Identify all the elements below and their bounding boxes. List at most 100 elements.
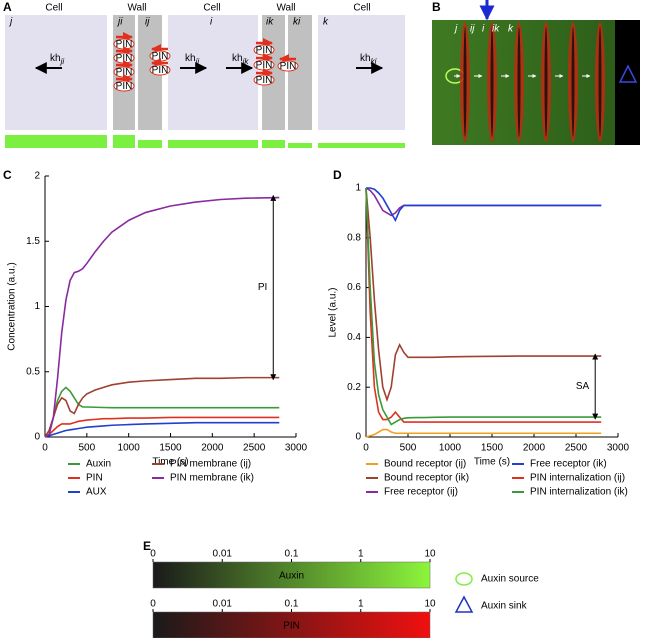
rate-label: khik (232, 53, 249, 66)
x-tick-label: 1500 (481, 443, 504, 454)
annotation-label: PI (258, 282, 267, 293)
rate-label: khki (360, 53, 377, 66)
compartment-label: k (508, 24, 514, 35)
x-tick-label: 3000 (285, 443, 308, 454)
legend-label: Auxin source (481, 574, 539, 585)
series-line (44, 386, 280, 438)
x-axis-label: Time (s) (152, 457, 188, 468)
pin-icon (149, 64, 171, 76)
x-axis-label: Time (s) (474, 457, 510, 468)
y-tick-label: 0 (34, 432, 40, 443)
compartment-label: ik (492, 24, 500, 35)
pin-label: PIN (116, 81, 133, 92)
level-bar (288, 143, 312, 148)
x-tick-label: 2000 (523, 443, 546, 454)
legend-label: PIN (86, 473, 103, 484)
pin-label: PIN (116, 39, 133, 50)
rate-sub: ik (243, 57, 250, 66)
pin-label: PIN (256, 75, 273, 86)
compartment-label: i (210, 17, 213, 28)
y-tick-label: 1 (34, 301, 40, 312)
compartment-label: ij (145, 17, 150, 28)
x-tick-label: 3000 (607, 443, 630, 454)
legend-label: Bound receptor (ij) (384, 459, 466, 470)
series-line (366, 187, 602, 223)
level-bar (138, 140, 162, 148)
colorbar (152, 611, 431, 638)
colorbar-tick-label: 0 (150, 599, 156, 610)
cell-wall-core (490, 27, 494, 137)
legend-label: AUX (86, 487, 107, 498)
series-line (44, 196, 280, 438)
cell-wall-core (544, 27, 548, 137)
x-tick-label: 500 (78, 443, 95, 454)
annotation-label: SA (576, 381, 590, 392)
pin-icon (277, 60, 299, 72)
compartment-label: ji (116, 17, 123, 28)
pin-label: PIN (256, 60, 273, 71)
pin-label: PIN (116, 53, 133, 64)
header: Cell (203, 3, 220, 14)
wall (288, 15, 312, 130)
x-tick-label: 1000 (118, 443, 141, 454)
legend-label: Free receptor (ik) (530, 459, 607, 470)
y-tick-label: 0.2 (347, 382, 361, 393)
x-tick-label: 2000 (201, 443, 224, 454)
x-tick-label: 2500 (565, 443, 588, 454)
colorbar-tick-label: 0.01 (213, 549, 233, 560)
pin-icon (113, 80, 135, 92)
panel-a-diagram (5, 15, 405, 148)
legend-label: PIN internalization (ij) (530, 473, 625, 484)
cell (5, 15, 107, 130)
rate-sub: ij (196, 57, 200, 66)
y-tick-label: 1.5 (26, 236, 40, 247)
series-line (44, 376, 280, 438)
series-line (365, 428, 602, 438)
rate-base: kh (232, 53, 243, 64)
level-bar (5, 135, 107, 148)
rate-label: khji (50, 53, 64, 66)
colorbar-tick-label: 0.1 (285, 599, 299, 610)
y-tick-label: 2 (34, 171, 40, 182)
y-tick-label: 0.5 (26, 366, 40, 377)
y-tick-label: 0.4 (347, 332, 361, 343)
pin-icon (253, 74, 275, 86)
header: Wall (127, 3, 146, 14)
x-tick-label: 1000 (439, 443, 462, 454)
compartment-label: k (323, 17, 329, 28)
cell-wall-core (571, 27, 575, 137)
compartment-label: j (453, 24, 458, 35)
rate-sub: ji (60, 57, 65, 66)
y-tick-label: 0 (355, 432, 361, 443)
colorbar-tick-label: 0.1 (285, 549, 299, 560)
pin-label: PIN (116, 67, 133, 78)
header: Cell (45, 3, 62, 14)
panel-label: C (3, 168, 12, 182)
colorbar-tick-label: 1 (358, 599, 364, 610)
series-line (365, 187, 602, 423)
y-tick-label: 0.6 (347, 282, 361, 293)
cell-wall-core (517, 27, 521, 137)
x-tick-label: 2500 (243, 443, 266, 454)
compartment-label: ki (293, 17, 301, 28)
pin-label: PIN (152, 51, 169, 62)
y-tick-label: 0.8 (347, 232, 361, 243)
header: Wall (276, 3, 295, 14)
x-tick-label: 0 (42, 443, 48, 454)
series-line (365, 187, 602, 426)
legend-label: Auxin (86, 459, 111, 470)
legend-label: Auxin sink (481, 601, 528, 612)
sink-icon (454, 595, 474, 613)
legend-label: Bound receptor (ik) (384, 473, 469, 484)
y-axis-label: Level (a.u.) (328, 287, 339, 337)
compartment-label: ij (470, 24, 475, 35)
panel-label: E (143, 539, 151, 553)
cell (318, 15, 405, 130)
legend-label: PIN membrane (ij) (170, 459, 251, 470)
colorbar-tick-label: 10 (424, 599, 436, 610)
rate-base: kh (185, 53, 196, 64)
y-axis-label: Concentration (a.u.) (7, 262, 18, 350)
x-tick-label: 0 (363, 443, 369, 454)
panel-label: B (432, 0, 441, 14)
